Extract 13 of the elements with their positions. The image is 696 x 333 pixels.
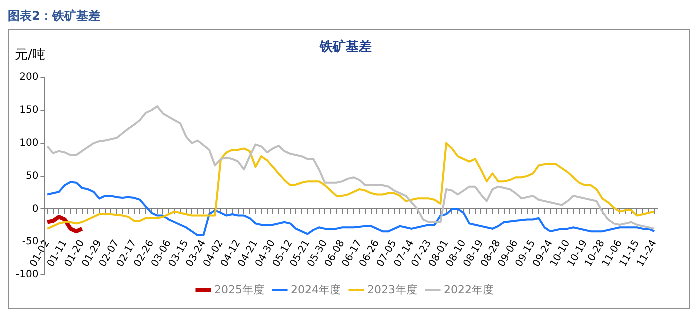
y-tick-label: 100 (20, 138, 39, 149)
legend-label: 2022年度 (444, 283, 494, 296)
chart-title: 铁矿基差 (319, 39, 372, 56)
text: 图表2：铁矿基差 (8, 8, 102, 25)
y-axis-title: 元/吨 (15, 47, 46, 64)
y-tick-label: -100 (16, 270, 39, 281)
y-tick-label: 50 (26, 170, 39, 182)
legend-label: 2023年度 (368, 283, 418, 296)
y-tick-label: 200 (20, 72, 39, 84)
y-tick-label: 150 (20, 105, 39, 116)
y-tick-label: 0 (32, 204, 39, 215)
legend-label: 2025年度 (214, 283, 265, 296)
legend-label: 2024年度 (291, 283, 342, 296)
